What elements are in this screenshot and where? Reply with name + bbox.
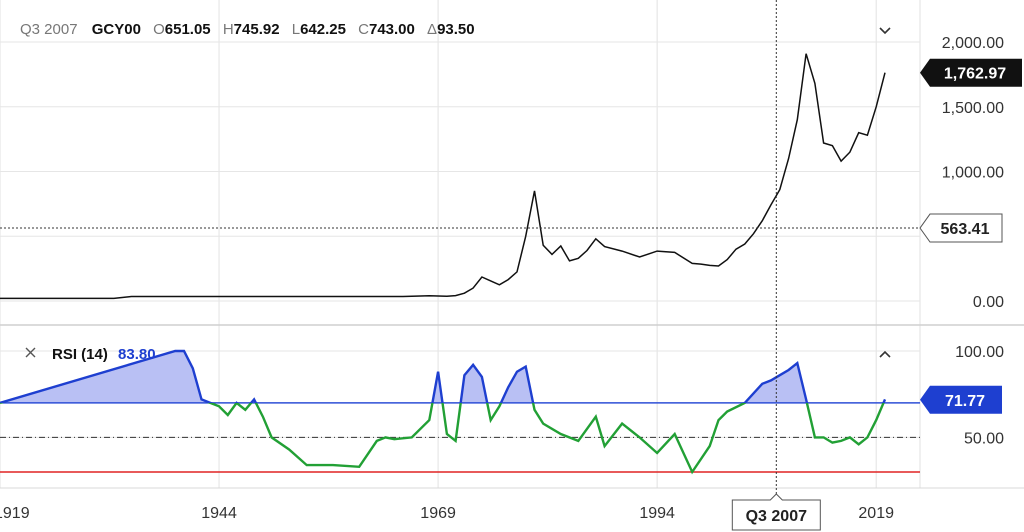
chevron-down-icon [879,27,891,35]
crosshair-date-value: Q3 2007 [746,508,807,525]
rsi-current-tag: 71.77 [920,385,1002,414]
price-tick-label: 2,000.00 [942,35,1004,52]
last-price-tag: 1,762.97 [920,58,1022,87]
rsi-line-below-threshold [0,402,885,475]
crosshair-price-tag: 563.41 [919,213,1003,243]
rsi-line-above-threshold [0,349,887,403]
legend-low-value: 642.25 [300,21,346,38]
ohlc-legend: Q3 2007 GCY00 O651.05 H745.92 L642.25 C7… [20,21,475,38]
x-tick-label: 1994 [639,505,675,522]
close-icon [25,347,36,358]
rsi-tick-label: 50.00 [964,430,1004,447]
legend-change-value: 93.50 [437,21,475,38]
legend-open-value: 651.05 [165,21,211,38]
legend-close-label: C [358,21,369,38]
legend-change-label: Δ [427,21,437,38]
collapse-price-panel-button[interactable] [870,18,900,44]
collapse-rsi-panel-button[interactable] [870,340,900,366]
legend-low-label: L [292,21,300,38]
grid [0,0,921,488]
remove-rsi-button[interactable] [18,343,44,365]
price-line [0,53,886,300]
legend-period: Q3 2007 [20,21,78,38]
rsi-hover-value: 83.80 [118,346,156,363]
rsi-y-axis: 100.00 50.00 [955,344,1004,447]
price-tick-label: 0.00 [973,294,1004,311]
x-tick-label: 2019 [858,505,894,522]
x-tick-label: 1969 [420,505,456,522]
legend-high-value: 745.92 [234,21,280,38]
last-price-value: 1,762.97 [944,66,1006,83]
price-y-axis: 2,000.00 1,500.00 1,000.00 0.00 [942,35,1004,311]
price-horizontal-gridlines [0,41,920,302]
legend-symbol: GCY00 [92,21,141,38]
rsi-legend: RSI (14) 83.80 [52,346,156,363]
rsi-current-value: 71.77 [945,393,985,410]
legend-high-label: H [223,21,234,38]
legend-open-label: O [153,21,165,38]
price-tick-label: 1,500.00 [942,100,1004,117]
crosshair-date-tag: Q3 2007 [731,493,821,531]
rsi-overbought-fill [0,351,885,403]
crosshair-price-value: 563.41 [941,221,990,238]
rsi-panel [0,349,920,475]
rsi-label: RSI (14) [52,346,108,363]
rsi-tick-label: 100.00 [955,344,1004,361]
price-panel [0,53,920,300]
price-tick-label: 1,000.00 [942,165,1004,182]
chevron-up-icon [879,350,891,358]
legend-close-value: 743.00 [369,21,415,38]
x-tick-label: 1944 [201,505,237,522]
